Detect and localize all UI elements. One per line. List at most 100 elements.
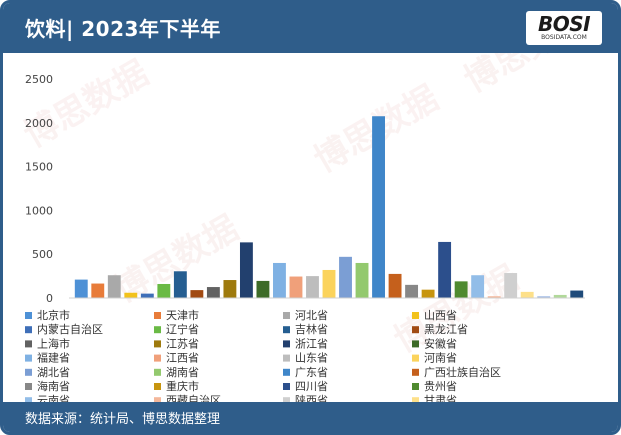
bar-16 [322, 269, 336, 298]
bar-23 [438, 241, 452, 298]
legend-swatch [25, 354, 32, 362]
legend-label: 江苏省 [166, 337, 199, 350]
y-tick-label: 2000 [25, 117, 53, 130]
legend-swatch [25, 340, 32, 348]
bar-9 [206, 287, 220, 298]
legend-swatch [412, 368, 419, 376]
legend-label: 江西省 [166, 352, 199, 365]
logo-sub-text: BOSIDATA.COM [541, 34, 587, 41]
bar-10 [223, 280, 237, 298]
legend-label: 山东省 [295, 352, 328, 365]
bar-11 [239, 242, 253, 298]
bar-28 [520, 291, 534, 298]
bar-29 [537, 296, 551, 298]
legend-label: 甘肃省 [424, 394, 457, 405]
legend-label: 福建省 [37, 351, 70, 365]
bar-18 [355, 262, 369, 298]
legend-swatch [154, 340, 161, 348]
legend-label: 浙江省 [295, 337, 328, 350]
bar-5 [140, 293, 154, 298]
bar-1 [74, 279, 88, 298]
bar-3 [107, 275, 121, 298]
y-tick-label: 1000 [25, 204, 53, 217]
legend-label: 四川省 [295, 380, 328, 393]
legend-label: 贵州省 [424, 380, 457, 393]
bar-20 [388, 273, 402, 298]
bar-26 [487, 296, 501, 298]
bar-25 [471, 275, 485, 298]
legend-swatch [412, 326, 419, 334]
legend-swatch [154, 326, 161, 334]
legend-label: 海南省 [37, 379, 70, 393]
legend-label: 湖南省 [166, 366, 199, 379]
legend-swatch [283, 312, 290, 319]
bar-14 [289, 276, 303, 298]
legend-swatch [283, 397, 290, 405]
legend-label: 广西壮族自治区 [424, 365, 501, 379]
legend-swatch [154, 368, 161, 376]
legend-label: 天津市 [166, 308, 199, 322]
legend-swatch [154, 354, 161, 362]
legend-label: 吉林省 [295, 322, 328, 336]
legend-label: 西藏自治区 [166, 393, 221, 405]
bar-chart: 博思数据博思数据博思数据博思数据博思数据 0500100015002000250… [18, 53, 596, 405]
legend-swatch [154, 383, 161, 390]
legend-swatch [154, 312, 161, 319]
legend-label: 重庆市 [166, 379, 199, 393]
bars-group [74, 116, 584, 298]
legend-label: 广东省 [295, 366, 328, 379]
bar-31 [570, 290, 584, 298]
data-source-note: 数据来源：统计局、博思数据整理 [25, 412, 221, 427]
legend-swatch [25, 312, 32, 319]
legend-label: 河南省 [424, 352, 457, 365]
legend-swatch [25, 368, 32, 376]
chart-title: 饮料| 2023年下半年 [25, 17, 221, 41]
legend-swatch [283, 340, 290, 348]
legend-label: 安徽省 [424, 336, 457, 350]
legend-swatch [412, 340, 419, 348]
bar-8 [190, 290, 204, 298]
bar-15 [306, 276, 319, 298]
legend-swatch [154, 397, 161, 405]
legend-swatch [283, 368, 290, 376]
y-tick-label: 1500 [25, 161, 53, 174]
y-axis: 0 500 1000 1500 2000 2500 [25, 73, 53, 305]
bar-7 [173, 271, 187, 298]
legend-swatch [25, 326, 32, 334]
bar-24 [454, 281, 468, 298]
legend-swatch [25, 397, 32, 405]
bar-6 [157, 283, 171, 298]
legend-label: 辽宁省 [166, 322, 199, 336]
bar-13 [273, 262, 286, 298]
bar-4 [124, 292, 138, 298]
legend-label: 云南省 [37, 394, 70, 405]
y-tick-label: 500 [32, 248, 53, 261]
legend-label: 黑龙江省 [424, 323, 468, 336]
watermark-text: 博思数据 [18, 53, 156, 156]
bar-27 [504, 273, 518, 298]
y-tick-label: 2500 [25, 73, 53, 86]
legend-swatch [283, 383, 290, 390]
legend-label: 湖北省 [37, 366, 70, 379]
bar-21 [405, 284, 419, 298]
legend-label: 北京市 [37, 308, 70, 322]
bar-2 [91, 283, 105, 298]
legend-label: 陕西省 [295, 393, 328, 405]
legend-swatch [25, 383, 32, 390]
legend-swatch [412, 354, 419, 362]
legend-swatch [283, 326, 290, 334]
watermark-text: 博思数据 [458, 53, 596, 101]
bar-12 [256, 280, 270, 298]
bar-19 [372, 116, 385, 298]
legend-label: 内蒙古自治区 [37, 322, 103, 336]
logo-brand-text: BOSI [537, 12, 591, 36]
bar-30 [553, 294, 567, 298]
y-tick-label: 0 [46, 292, 53, 305]
footer-bar: 数据来源：统计局、博思数据整理 [3, 402, 618, 432]
bar-22 [421, 289, 435, 298]
legend-label: 山西省 [424, 309, 457, 322]
brand-logo: BOSI BOSIDATA.COM [526, 11, 602, 45]
legend-swatch [283, 354, 290, 362]
